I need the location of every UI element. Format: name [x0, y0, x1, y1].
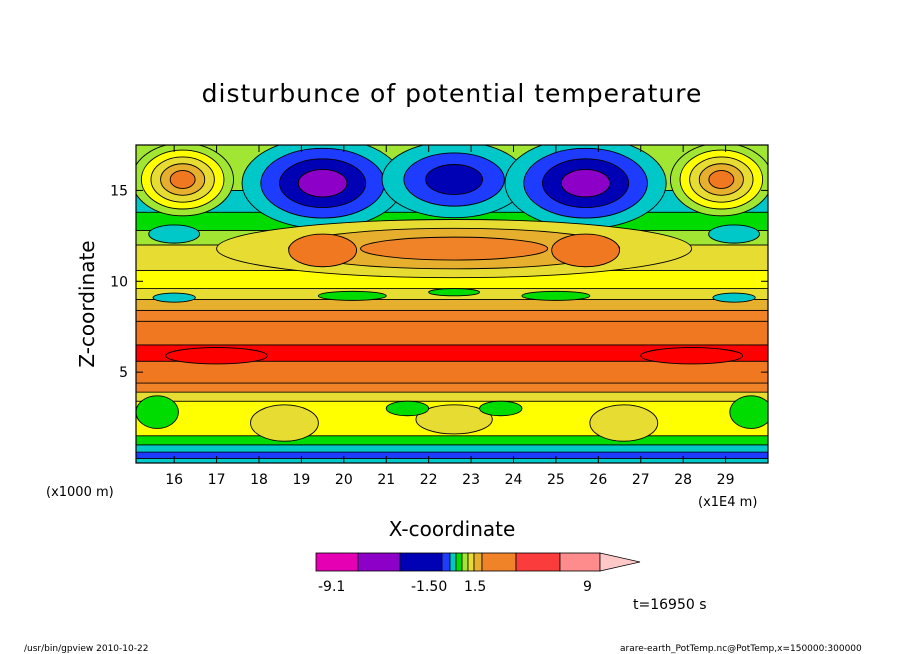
colorbar-segment-5 — [455, 552, 463, 572]
contour-10-0 — [148, 224, 201, 244]
field-band-6 — [136, 382, 768, 393]
contour-2-3 — [297, 168, 348, 198]
colorbar-segment-1 — [357, 552, 401, 572]
contour-6-0 — [288, 233, 358, 268]
x-tick-label-3: 19 — [293, 472, 311, 488]
x-tick-label-12: 28 — [674, 472, 692, 488]
colorbar-label-2: 1.5 — [464, 579, 486, 595]
contour-8-0 — [165, 347, 268, 365]
y-tick-label-0: 5 — [119, 365, 128, 381]
field-band-7 — [136, 360, 768, 384]
colorbar-segment-9 — [481, 552, 517, 572]
colorbar-segment-8 — [473, 552, 483, 572]
x-tick-label-2: 18 — [250, 472, 268, 488]
contour-3-2 — [425, 164, 483, 196]
y-tick-label-2: 15 — [110, 183, 128, 199]
field-band-10 — [136, 309, 768, 322]
field-band-11 — [136, 299, 768, 311]
colorbar-segment-10 — [515, 552, 561, 572]
contour-12-0 — [152, 292, 196, 303]
field-band-3 — [136, 435, 768, 446]
contour-18-0 — [479, 400, 523, 417]
colorbar-segment-11 — [559, 552, 601, 572]
footer-command: /usr/bin/gpview 2010-10-22 — [24, 644, 148, 654]
contour-23-0 — [428, 288, 481, 297]
x-tick-label-6: 22 — [420, 472, 438, 488]
colorbar-label-0: -9.1 — [318, 579, 345, 595]
contour-7-0 — [551, 233, 620, 268]
contour-22-0 — [521, 290, 591, 301]
contour-5-2 — [360, 236, 549, 261]
x-tick-label-7: 23 — [462, 472, 480, 488]
time-label: t=16950 s — [633, 597, 707, 613]
colorbar-segment-6 — [461, 552, 469, 572]
contour-9-0 — [640, 347, 744, 365]
field-band-2 — [136, 444, 768, 453]
y-tick-label-1: 10 — [110, 274, 128, 290]
contour-13-0 — [712, 292, 756, 303]
x-tick-label-0: 16 — [165, 472, 183, 488]
plot-frame — [135, 144, 769, 464]
field-band-9 — [136, 320, 768, 346]
y-axis-label: Z-coordinate — [75, 240, 99, 367]
x-tick-label-10: 26 — [589, 472, 607, 488]
field-band-1 — [136, 451, 768, 459]
contour-20-0 — [729, 395, 768, 429]
plot-area — [136, 145, 768, 463]
chart-title: disturbunce of potential temperature — [202, 79, 703, 108]
colorbar-segment-2 — [399, 552, 443, 572]
contour-1-4 — [708, 170, 735, 189]
contour-0-4 — [169, 170, 196, 189]
field-band-0 — [136, 458, 768, 463]
colorbar-segment-3 — [441, 552, 451, 572]
colorbar — [315, 552, 641, 572]
contour-19-0 — [136, 395, 179, 429]
x-tick-label-5: 21 — [377, 472, 395, 488]
contour-4-3 — [560, 168, 611, 198]
contour-11-0 — [708, 224, 760, 244]
x-unit-label: (x1E4 m) — [698, 495, 757, 510]
contour-14-0 — [250, 404, 319, 442]
y-unit-label: (x1000 m) — [46, 485, 114, 500]
x-tick-label-9: 25 — [547, 472, 565, 488]
x-tick-label-4: 20 — [335, 472, 353, 488]
colorbar-segment-7 — [467, 552, 475, 572]
colorbar-label-1: -1.50 — [411, 579, 447, 595]
colorbar-label-3: 9 — [583, 579, 592, 595]
x-axis-label: X-coordinate — [389, 517, 516, 541]
x-tick-label-8: 24 — [505, 472, 523, 488]
contour-15-0 — [589, 404, 659, 442]
colorbar-arrow — [599, 552, 641, 572]
colorbar-segment-0 — [315, 552, 359, 572]
x-tick-label-11: 27 — [632, 472, 650, 488]
contour-21-0 — [317, 290, 387, 301]
x-tick-label-13: 29 — [717, 472, 735, 488]
contour-16-0 — [415, 404, 493, 435]
colorbar-segment-4 — [449, 552, 457, 572]
x-tick-label-1: 17 — [208, 472, 226, 488]
footer-source: arare-earth_PotTemp.nc@PotTemp,x=150000:… — [620, 644, 862, 654]
contour-17-0 — [385, 400, 430, 417]
field-band-5 — [136, 391, 768, 402]
